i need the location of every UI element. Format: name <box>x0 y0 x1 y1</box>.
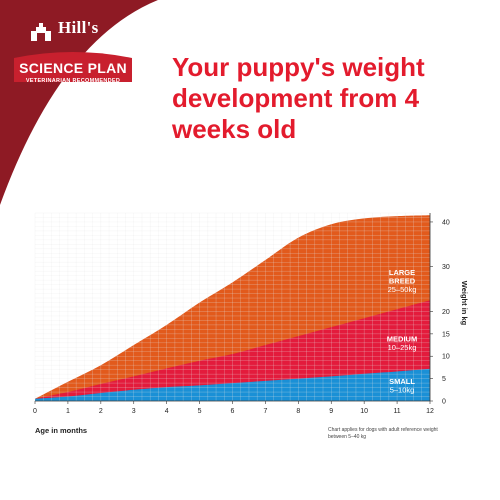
x-tick-label: 10 <box>360 408 368 415</box>
hills-science-plan-logo[interactable]: Hill's SCIENCE PLAN VETERINARIAN RECOMME… <box>8 18 138 92</box>
brand-tagline: VETERINARIAN RECOMMENDED <box>25 78 121 84</box>
chart-areas <box>35 215 430 401</box>
x-tick-label: 4 <box>165 408 169 415</box>
y-tick-label: 0 <box>442 399 446 406</box>
chart-note: Chart applies for dogs with adult refere… <box>328 427 438 440</box>
series-label: SMALL <box>389 377 415 386</box>
brand-badge-shape <box>14 52 132 82</box>
series-area-0 <box>35 368 430 401</box>
series-label: BREED <box>389 276 416 285</box>
x-tick-label: 12 <box>426 408 434 415</box>
x-tick-label: 7 <box>263 408 267 415</box>
x-axis-label: Age in months <box>35 426 87 435</box>
y-tick-label: 5 <box>442 376 446 383</box>
y-tick-label: 20 <box>442 309 450 316</box>
series-label: 5–10kg <box>390 385 415 394</box>
series-label: 10–25kg <box>388 343 417 352</box>
x-tick-label: 2 <box>99 408 103 415</box>
x-tick-label: 9 <box>329 408 333 415</box>
y-tick-label: 40 <box>442 219 450 226</box>
series-label: 25–50kg <box>388 285 417 294</box>
x-tick-label: 6 <box>231 408 235 415</box>
y-tick-label: 15 <box>442 331 450 338</box>
brand-name-main: SCIENCE PLAN <box>19 60 127 76</box>
x-tick-label: 3 <box>132 408 136 415</box>
series-label: MEDIUM <box>387 335 417 344</box>
series-label: LARGE <box>389 268 415 277</box>
y-axis-label: Weight in kg <box>460 281 469 326</box>
crest-icon <box>31 23 51 41</box>
brand-name-top: Hill's <box>58 18 99 37</box>
chart-grid <box>34 212 431 402</box>
x-tick-label: 5 <box>198 408 202 415</box>
x-tick-label: 8 <box>296 408 300 415</box>
y-tick-label: 10 <box>442 354 450 361</box>
x-tick-label: 1 <box>66 408 70 415</box>
series-area-1 <box>35 300 430 401</box>
page-title: Your puppy's weight development from 4 w… <box>172 52 425 144</box>
x-tick-label: 11 <box>393 408 400 415</box>
y-tick-label: 30 <box>442 264 450 271</box>
x-tick-label: 0 <box>33 408 37 415</box>
